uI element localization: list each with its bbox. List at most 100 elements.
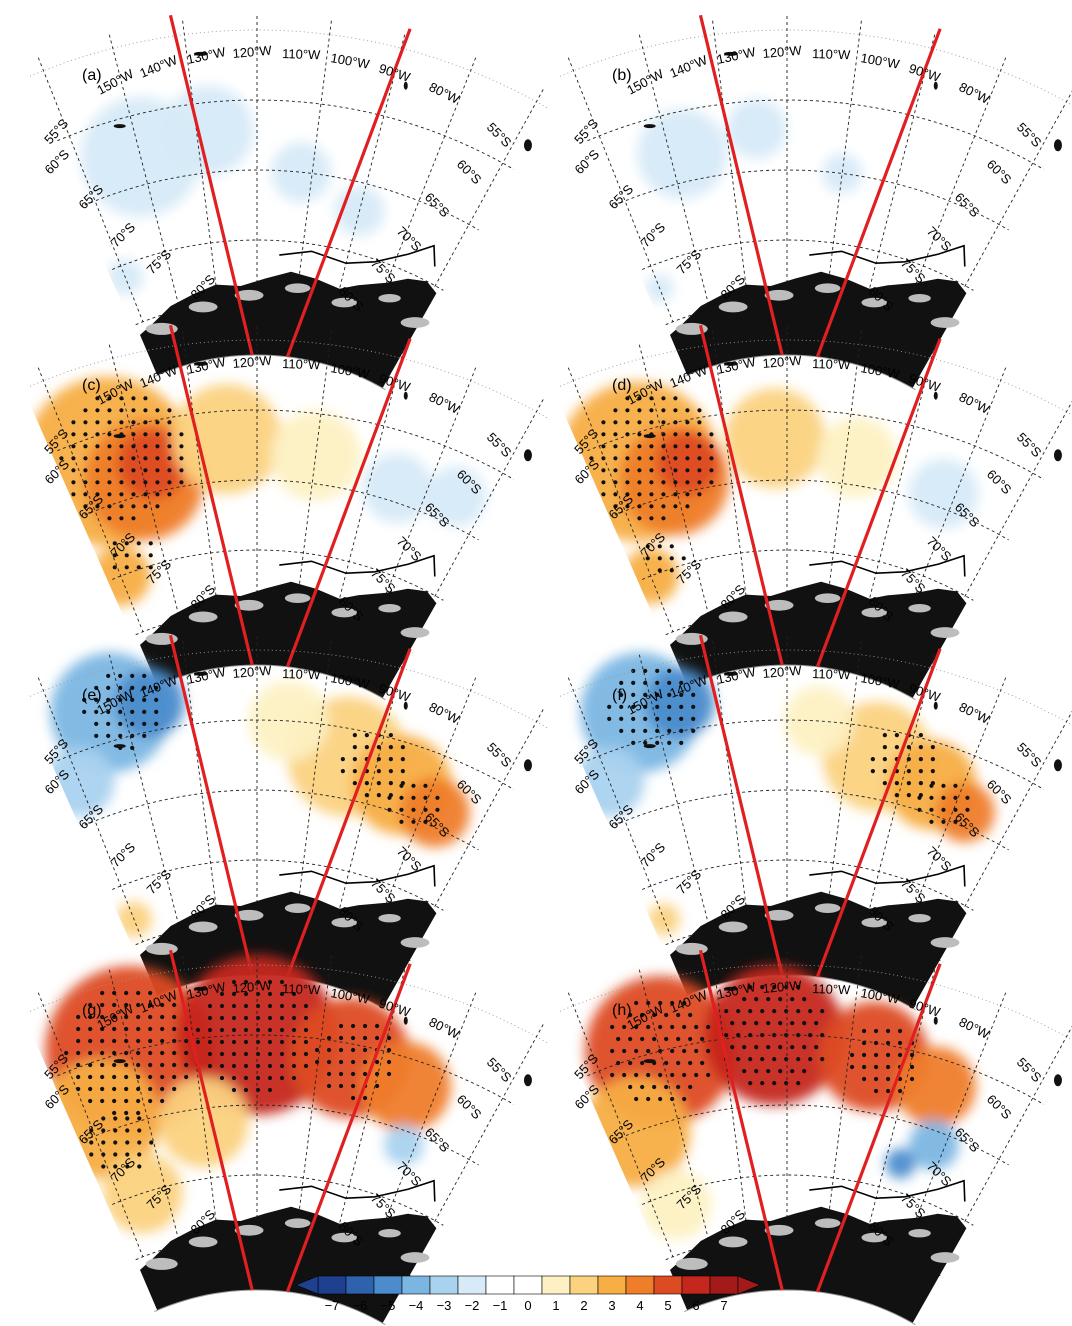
ice-shelf-patch [234,1224,264,1236]
stipple-dot [399,807,404,812]
stipple-dot [918,757,923,762]
latitude-label-left: 60°S [572,146,603,177]
stipple-dot [89,1128,94,1133]
island [1053,139,1062,152]
longitude-label: 140°W [138,52,181,81]
stipple-dot [772,1009,777,1014]
significance-stipple [82,673,440,824]
longitude-label: 90°W [907,681,943,705]
stipple-dot [691,728,696,734]
stipple-dot [676,1084,681,1090]
stipple-dot [131,456,136,461]
stipple-dot [694,1048,699,1054]
stipple-dot [897,1040,903,1046]
stipple-dot [634,1072,639,1078]
islands [643,361,1062,462]
stipple-dot [131,504,136,509]
stipple-dot [326,1059,332,1065]
stipple-dot [160,1098,165,1104]
anomaly-blob [163,85,254,176]
stipple-dot [88,1062,93,1068]
stipple-dot [119,444,124,449]
stipple-dot [873,1028,879,1034]
stipple-dot [685,444,690,449]
stipple-dot [796,1009,801,1014]
stipple-dot [622,1072,627,1078]
latitude-label-right: 65°S [952,190,983,221]
stipple-dot [184,1062,189,1068]
stipple-dot [685,480,690,485]
stipple-dot [625,468,630,473]
stipple-dot [643,740,648,746]
colorbar-tick-label: −3 [437,1298,452,1313]
stipple-dot [613,456,618,461]
stipple-dot [219,1051,225,1057]
stipple-dot [873,1076,879,1082]
stipple-dot [622,1024,627,1030]
stipple-dot [637,468,642,473]
stipple-dot [388,733,393,738]
stipple-dot [634,1096,639,1102]
colorbar-tick-label: −4 [409,1298,424,1313]
stipple-dot [730,1045,735,1050]
longitude-label: 130°W [186,44,228,67]
stipple-dot [219,1003,225,1009]
stipple-dot [88,1074,93,1080]
stipple-dot [906,793,911,798]
stipple-dot [167,420,172,425]
stipple-dot [894,781,899,786]
stipple-dot [207,1051,213,1057]
stipple-dot [802,1021,807,1026]
stipple-dot [136,1014,141,1020]
stipple-dot [649,420,654,425]
stipple-dot [137,1128,142,1133]
ice-shelf [145,1218,430,1270]
stipple-dot [143,504,148,509]
significance-stipple [607,668,970,824]
stipple-dot [601,456,606,461]
stipple-dot [619,728,624,734]
stipple-dot [155,456,160,461]
stipple-dot [160,1050,165,1056]
latitude-label-right: 55°S [484,120,515,151]
stipple-dot [667,728,672,734]
stipple-dot [930,769,935,774]
stipple-dot [124,1074,129,1080]
island [723,51,738,56]
stipple-dot [255,1027,261,1033]
stipple-dot [736,1057,741,1062]
stipple-dot [243,1063,249,1069]
coastline [809,864,966,887]
anomaly-blob [885,1148,916,1179]
section-lines [698,14,942,358]
stipple-dot [119,516,124,521]
latitude-label-right: 60°S [984,467,1015,498]
stipple-dot [628,1084,633,1090]
stipple-dot [88,1002,93,1008]
stipple-dot [106,697,111,703]
stipple-dot [112,1050,117,1056]
stipple-dot [386,1059,392,1065]
stipple-dot [231,1039,237,1045]
stipple-dot [267,991,273,997]
stipple-dot [637,396,642,401]
ice-shelf-patch [331,917,358,928]
anomaly-blob [726,98,787,159]
stipple-dot [167,492,172,497]
stipple-dot [352,769,357,774]
stipple-dot [643,728,648,734]
colorbar-swatch [457,1275,487,1295]
stipple-dot [628,1036,633,1042]
stipple-dot [685,456,690,461]
map-panel: (f)150°W 140°W 130°W 120°W 110°W 100°W 90°W80°… [559,634,1072,1011]
stipple-dot [82,709,87,715]
stipple-dot [742,1021,747,1026]
stipple-dot [112,1098,117,1104]
stipple-dot [167,468,172,473]
stipple-dot [386,1071,392,1077]
stipple-dot [625,396,630,401]
longitude-label: 90°W [377,371,413,395]
stipple-dot [231,1075,237,1081]
section-lines [698,324,942,668]
stipple-dot [267,1075,273,1081]
